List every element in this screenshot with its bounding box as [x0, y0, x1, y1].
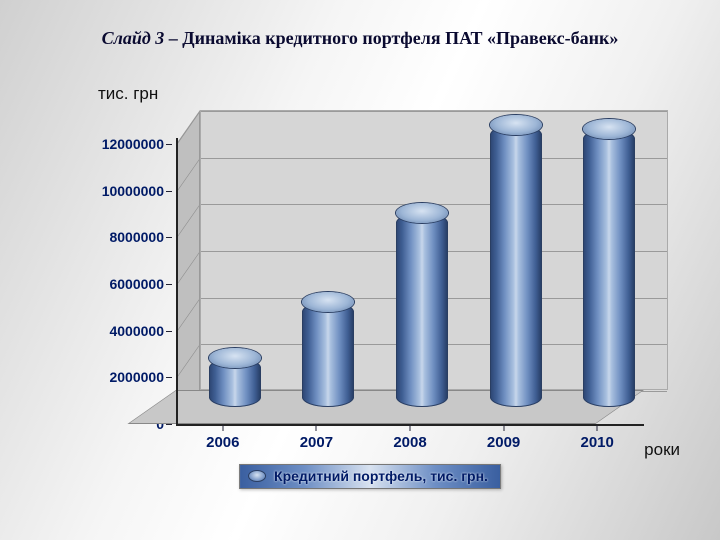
x-axis-label: роки: [644, 440, 680, 460]
legend-swatch: [248, 470, 266, 482]
credit-portfolio-chart: 0200000040000006000000800000010000000120…: [90, 110, 650, 480]
y-axis-line: [176, 138, 178, 424]
title-text: – Динаміка кредитного портфеля ПАТ «Прав…: [164, 28, 618, 48]
x-tick-label: 2010: [581, 434, 614, 451]
bar-cylinder: [396, 213, 448, 407]
y-tick-label: 4000000: [94, 323, 164, 339]
bar-cylinder: [583, 129, 635, 407]
x-tick-mark: [222, 425, 223, 431]
legend: Кредитний портфель, тис. грн.: [239, 464, 501, 489]
bar-cylinder: [302, 302, 354, 407]
x-tick-label: 2007: [300, 434, 333, 451]
chart-floor: [127, 390, 644, 424]
x-tick-mark: [597, 425, 598, 431]
legend-label: Кредитний портфель, тис. грн.: [274, 468, 488, 484]
x-tick-label: 2006: [206, 434, 239, 451]
y-axis-label: тис. грн: [98, 84, 158, 104]
y-tick-label: 2000000: [94, 369, 164, 385]
y-tick-label: 8000000: [94, 229, 164, 245]
x-tick-mark: [316, 425, 317, 431]
bar-cylinder: [209, 358, 261, 407]
y-tick-label: 6000000: [94, 276, 164, 292]
page-title: Слайд 3 – Динаміка кредитного портфеля П…: [0, 28, 720, 49]
x-tick-mark: [503, 425, 504, 431]
slide: Слайд 3 – Динаміка кредитного портфеля П…: [0, 0, 720, 540]
y-tick-label: 12000000: [94, 136, 164, 152]
x-tick-label: 2009: [487, 434, 520, 451]
chart-sidewall: [176, 110, 200, 424]
bar-cylinder: [490, 125, 542, 407]
x-tick-mark: [410, 425, 411, 431]
y-tick-label: 10000000: [94, 183, 164, 199]
x-tick-label: 2008: [393, 434, 426, 451]
title-slide-number: Слайд 3: [102, 28, 165, 48]
